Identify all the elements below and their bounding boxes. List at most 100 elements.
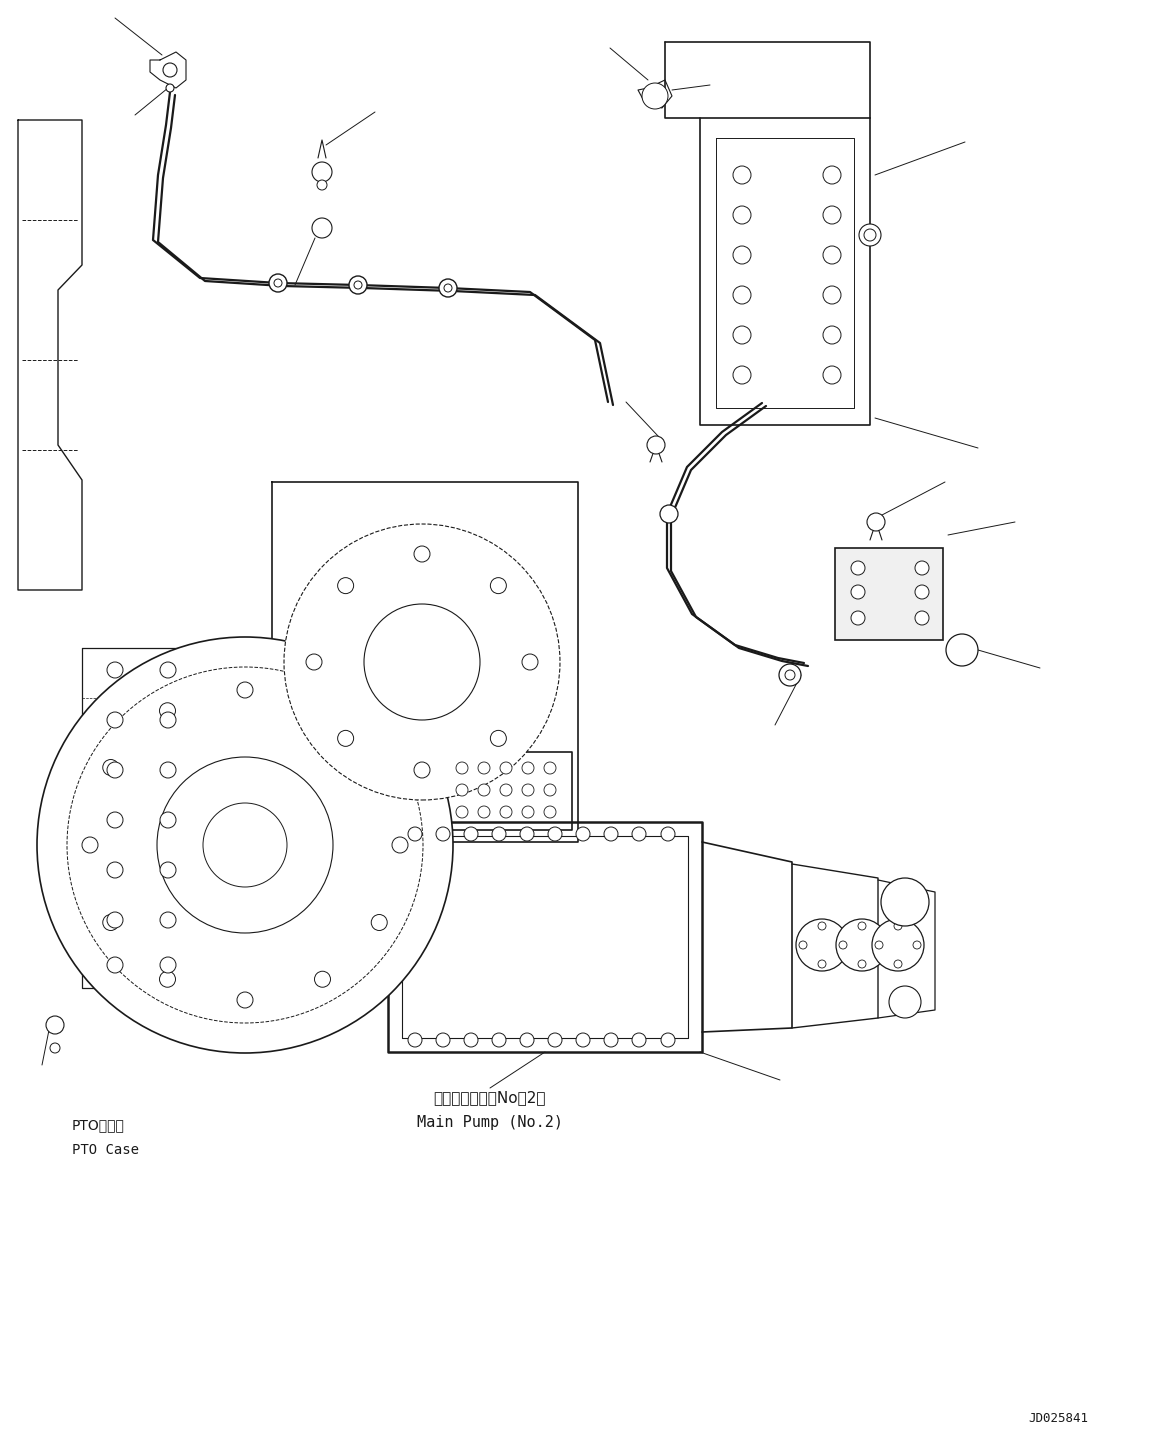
Circle shape	[408, 827, 422, 841]
Circle shape	[875, 940, 883, 949]
Circle shape	[913, 940, 921, 949]
Circle shape	[160, 912, 176, 928]
Circle shape	[733, 246, 751, 265]
Circle shape	[799, 940, 807, 949]
Circle shape	[67, 667, 423, 1022]
Text: Main Pump (No.2): Main Pump (No.2)	[418, 1114, 563, 1129]
Circle shape	[733, 286, 751, 303]
Circle shape	[839, 940, 847, 949]
Circle shape	[823, 246, 841, 265]
Text: メインポンプ（No．2）: メインポンプ（No．2）	[434, 1090, 547, 1106]
Text: PTO Case: PTO Case	[72, 1143, 140, 1158]
Circle shape	[107, 762, 123, 778]
Circle shape	[269, 275, 287, 292]
Circle shape	[47, 1017, 64, 1034]
Circle shape	[408, 1032, 422, 1047]
Circle shape	[858, 922, 866, 930]
Circle shape	[436, 827, 450, 841]
Circle shape	[478, 807, 490, 818]
Circle shape	[414, 546, 430, 562]
Circle shape	[371, 759, 387, 775]
Circle shape	[160, 712, 176, 728]
Circle shape	[163, 63, 177, 78]
Circle shape	[733, 367, 751, 384]
Circle shape	[107, 661, 123, 677]
Circle shape	[818, 922, 826, 930]
Circle shape	[102, 915, 119, 930]
Circle shape	[107, 958, 123, 974]
Circle shape	[107, 861, 123, 879]
Circle shape	[274, 279, 281, 288]
Circle shape	[544, 807, 556, 818]
Circle shape	[354, 280, 362, 289]
Circle shape	[464, 827, 478, 841]
Circle shape	[520, 1032, 534, 1047]
Circle shape	[456, 784, 468, 797]
Circle shape	[520, 827, 534, 841]
Text: PTOケース: PTOケース	[72, 1117, 124, 1132]
Circle shape	[337, 578, 354, 594]
Circle shape	[823, 326, 841, 344]
Circle shape	[632, 827, 645, 841]
Circle shape	[159, 971, 176, 988]
Circle shape	[349, 276, 368, 293]
Circle shape	[818, 961, 826, 968]
Circle shape	[659, 505, 678, 523]
Circle shape	[795, 919, 848, 971]
Circle shape	[522, 654, 538, 670]
Circle shape	[492, 1032, 506, 1047]
Circle shape	[500, 784, 512, 797]
Circle shape	[464, 1032, 478, 1047]
Circle shape	[478, 762, 490, 774]
Circle shape	[314, 971, 330, 988]
Circle shape	[544, 762, 556, 774]
Circle shape	[37, 637, 454, 1053]
Circle shape	[866, 513, 885, 531]
Circle shape	[478, 784, 490, 797]
Circle shape	[392, 837, 408, 853]
Circle shape	[492, 827, 506, 841]
Circle shape	[915, 585, 929, 600]
Circle shape	[859, 224, 882, 246]
Circle shape	[237, 992, 254, 1008]
Circle shape	[851, 561, 865, 575]
Circle shape	[456, 762, 468, 774]
Circle shape	[779, 664, 801, 686]
Circle shape	[877, 940, 885, 949]
Circle shape	[166, 83, 174, 92]
Circle shape	[544, 784, 556, 797]
Circle shape	[851, 585, 865, 600]
Circle shape	[733, 206, 751, 224]
Circle shape	[371, 915, 387, 930]
Circle shape	[837, 940, 846, 949]
Circle shape	[522, 784, 534, 797]
Circle shape	[872, 919, 923, 971]
Circle shape	[284, 523, 561, 800]
Circle shape	[160, 958, 176, 974]
Circle shape	[647, 436, 665, 454]
Circle shape	[851, 611, 865, 626]
Circle shape	[522, 807, 534, 818]
Circle shape	[864, 229, 876, 242]
Circle shape	[882, 879, 929, 926]
Circle shape	[661, 1032, 675, 1047]
Circle shape	[159, 703, 176, 719]
Circle shape	[858, 961, 866, 968]
Circle shape	[107, 812, 123, 828]
Circle shape	[160, 661, 176, 677]
Circle shape	[604, 827, 618, 841]
Circle shape	[733, 165, 751, 184]
Circle shape	[237, 682, 254, 697]
Circle shape	[915, 611, 929, 626]
Circle shape	[456, 807, 468, 818]
Circle shape	[160, 812, 176, 828]
Circle shape	[823, 367, 841, 384]
Circle shape	[337, 731, 354, 746]
Circle shape	[733, 326, 751, 344]
Circle shape	[312, 162, 331, 183]
Circle shape	[491, 731, 506, 746]
Circle shape	[915, 561, 929, 575]
Circle shape	[436, 1032, 450, 1047]
Circle shape	[107, 712, 123, 728]
Circle shape	[823, 286, 841, 303]
